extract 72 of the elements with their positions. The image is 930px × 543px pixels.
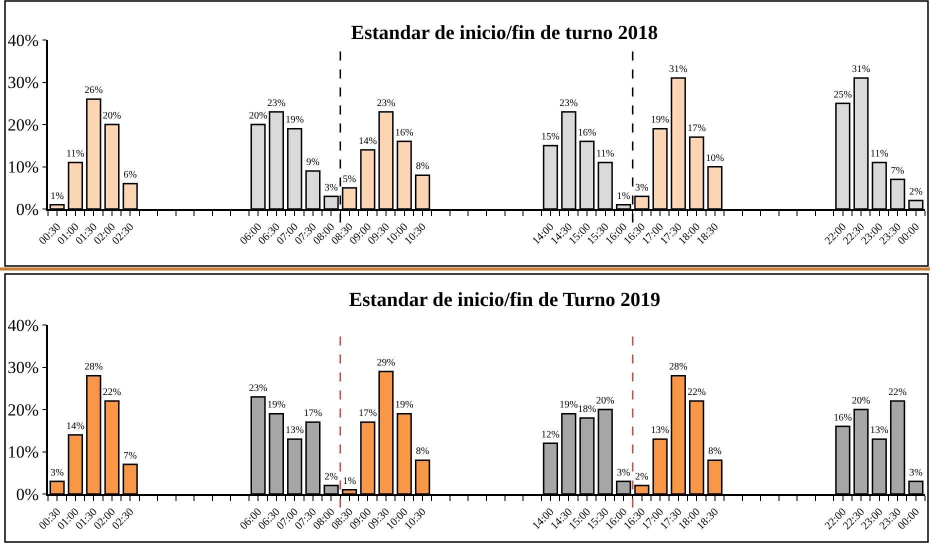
data-label: 28% xyxy=(84,362,103,373)
data-label: 3% xyxy=(324,182,338,194)
data-label: 6% xyxy=(124,170,137,181)
chart-title: Estandar de inicio/fin de turno 2018 xyxy=(351,22,658,44)
data-label: 16% xyxy=(578,127,596,138)
data-label: 19% xyxy=(267,400,286,411)
data-label: 11% xyxy=(870,148,888,160)
data-label: 18% xyxy=(578,404,596,415)
data-label: 8% xyxy=(416,446,430,458)
data-label: 22% xyxy=(102,387,122,398)
data-label: 1% xyxy=(342,476,356,487)
y-tick-label: 40% xyxy=(8,30,39,50)
data-label: 3% xyxy=(50,467,64,478)
data-label: 15% xyxy=(541,132,560,143)
data-label: 2% xyxy=(635,472,648,483)
data-label: 3% xyxy=(635,182,648,194)
data-label: 10% xyxy=(706,152,724,164)
data-label: 13% xyxy=(870,425,888,436)
y-tick-label: 20% xyxy=(8,115,39,134)
data-label: 8% xyxy=(416,161,430,172)
data-label: 9% xyxy=(306,156,320,168)
data-label: 11% xyxy=(66,148,84,160)
data-label: 20% xyxy=(102,110,122,122)
data-label: 19% xyxy=(285,114,304,126)
data-label: 2% xyxy=(909,186,923,198)
data-label: 22% xyxy=(687,387,706,398)
data-label: 23% xyxy=(267,98,286,109)
y-tick-label: 20% xyxy=(8,400,39,420)
data-label: 20% xyxy=(248,110,268,122)
data-label: 19% xyxy=(650,114,670,126)
data-label: 16% xyxy=(834,412,852,424)
data-label: 17% xyxy=(687,123,706,134)
data-label: 23% xyxy=(376,98,396,109)
data-label: 7% xyxy=(890,165,904,176)
y-tick-label: 10% xyxy=(8,442,39,462)
data-label: 17% xyxy=(358,408,377,420)
data-label: 1% xyxy=(50,190,64,202)
data-label: 25% xyxy=(834,89,852,100)
data-label: 31% xyxy=(669,64,688,76)
data-label: 3% xyxy=(909,467,923,478)
y-tick-label: 30% xyxy=(8,73,39,92)
y-tick-label: 40% xyxy=(8,316,39,335)
data-label: 23% xyxy=(248,382,268,394)
data-label: 13% xyxy=(650,425,670,436)
data-label: 20% xyxy=(852,396,870,406)
data-label: 3% xyxy=(616,467,630,478)
data-label: 14% xyxy=(66,420,85,432)
data-label: 14% xyxy=(358,136,377,147)
y-tick-label: 30% xyxy=(8,358,39,378)
data-label: 29% xyxy=(376,357,396,368)
y-tick-label: 0% xyxy=(16,484,39,504)
data-label: 7% xyxy=(124,450,137,462)
data-label: 11% xyxy=(596,148,614,160)
y-tick-label: 0% xyxy=(16,200,39,219)
data-label: 13% xyxy=(285,425,304,436)
chart-title: Estandar de inicio/fin de Turno 2019 xyxy=(349,289,660,311)
data-label: 31% xyxy=(852,64,870,76)
data-label: 1% xyxy=(616,190,630,202)
data-label: 19% xyxy=(560,400,578,411)
data-label: 23% xyxy=(560,98,578,109)
data-label: 28% xyxy=(669,362,688,373)
y-tick-label: 10% xyxy=(8,158,39,177)
data-label: 26% xyxy=(84,85,103,96)
data-label: 16% xyxy=(395,127,414,138)
data-label: 19% xyxy=(395,400,414,411)
data-label: 22% xyxy=(888,387,907,398)
data-label: 20% xyxy=(596,396,614,406)
data-label: 5% xyxy=(342,174,356,185)
data-label: 17% xyxy=(304,408,322,420)
data-label: 8% xyxy=(708,446,722,458)
data-label: 2% xyxy=(324,472,338,483)
data-label: 12% xyxy=(541,429,560,440)
